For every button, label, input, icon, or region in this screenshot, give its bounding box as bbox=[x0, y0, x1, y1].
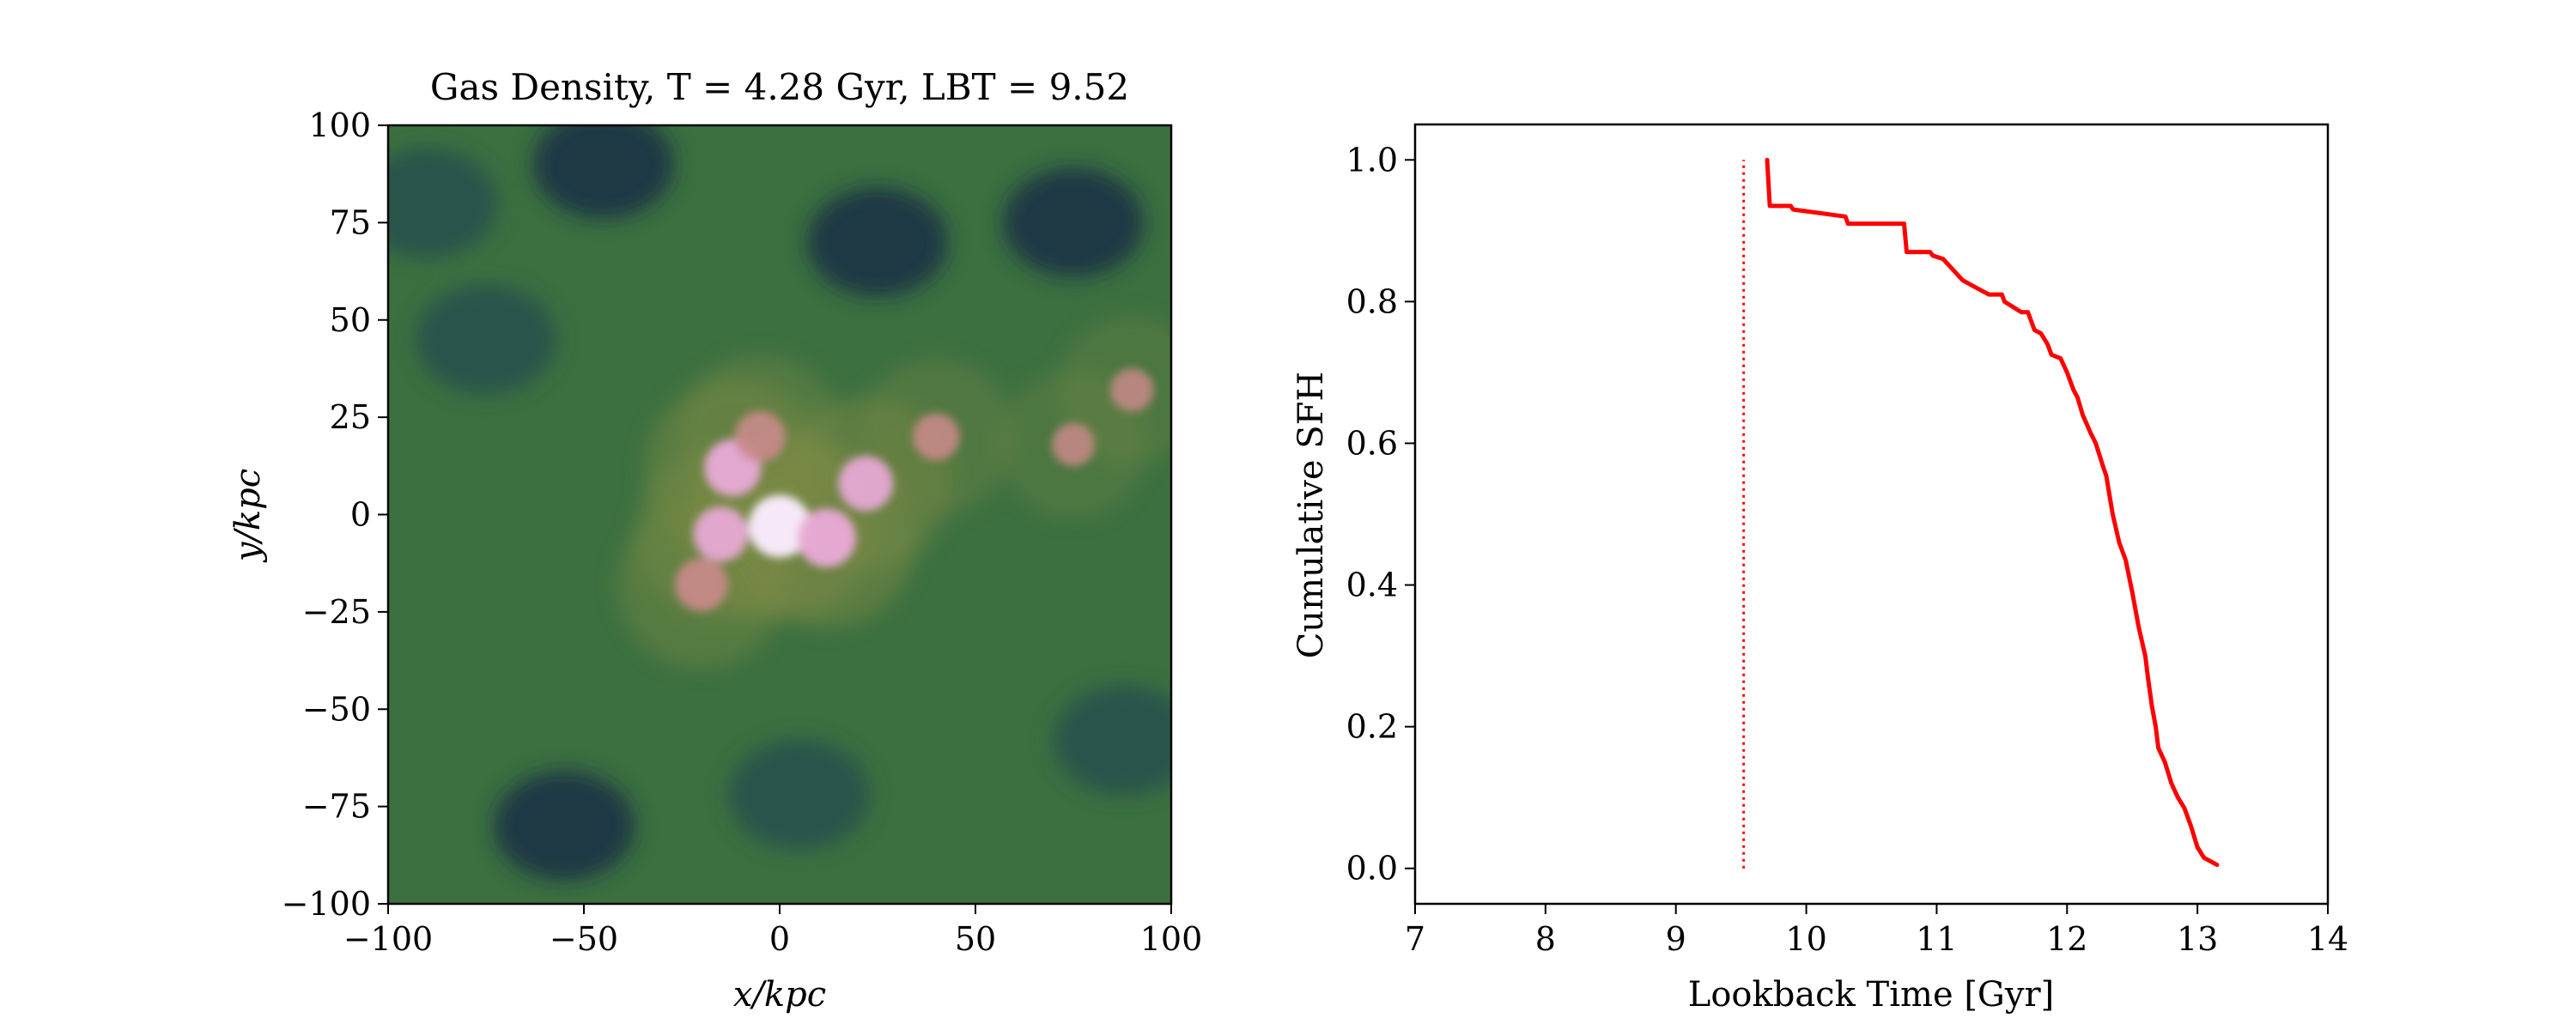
y-tick-label: −50 bbox=[302, 690, 371, 728]
x-tick-label: −100 bbox=[343, 920, 433, 958]
x-tick-label: 10 bbox=[1785, 920, 1826, 958]
low-density-void bbox=[388, 148, 498, 258]
heatmap-dense-regions bbox=[675, 368, 1154, 611]
low-density-void bbox=[532, 125, 674, 220]
y-tick-label: −100 bbox=[282, 885, 371, 923]
heatmap-x-ticks: −100 −50 0 50 100 bbox=[343, 904, 1202, 958]
x-tick-label: 7 bbox=[1405, 920, 1425, 958]
y-tick-label: −25 bbox=[302, 593, 371, 631]
heatmap-voids bbox=[388, 125, 1171, 882]
low-density-void bbox=[415, 284, 557, 395]
low-density-void bbox=[1002, 167, 1145, 278]
sfh-series bbox=[1765, 157, 2220, 868]
low-density-void bbox=[1054, 685, 1171, 796]
x-tick-label: 9 bbox=[1666, 920, 1686, 958]
heatmap-image bbox=[388, 125, 1171, 904]
y-tick-label: 0.4 bbox=[1346, 566, 1398, 604]
sfh-y-axis-label: Cumulative SFH bbox=[1291, 372, 1331, 659]
y-tick-label: 0.8 bbox=[1346, 282, 1398, 320]
x-tick-label: 0 bbox=[769, 920, 790, 958]
x-tick-label: 8 bbox=[1535, 920, 1556, 958]
y-tick-label: 0.6 bbox=[1346, 424, 1398, 462]
low-density-void bbox=[806, 187, 949, 297]
y-tick-label: 1.0 bbox=[1346, 141, 1398, 179]
sfh-y-ticks: 0.0 0.2 0.4 0.6 0.8 1.0 bbox=[1346, 141, 1415, 888]
dense-clump bbox=[797, 508, 856, 567]
x-tick-label: 11 bbox=[1916, 920, 1957, 958]
dense-clump bbox=[1110, 368, 1154, 412]
heatmap-y-ticks: −100 −75 −50 −25 0 25 50 75 100 bbox=[282, 106, 388, 923]
x-tick-label: 13 bbox=[2177, 920, 2218, 958]
x-tick-label: 12 bbox=[2046, 920, 2087, 958]
low-density-void bbox=[728, 740, 870, 850]
dense-clump bbox=[1051, 422, 1096, 466]
y-tick-label: 0.0 bbox=[1346, 850, 1398, 888]
heatmap-y-axis-label: y/kpc bbox=[228, 469, 268, 563]
dense-clump bbox=[838, 456, 894, 512]
y-tick-label: 25 bbox=[330, 398, 371, 436]
y-tick-label: 100 bbox=[308, 106, 371, 144]
dense-clump bbox=[693, 506, 749, 562]
heatmap-panel: −100 −50 0 50 100 −100 −75 −50 −25 0 25 50 75 100 Ga… bbox=[228, 66, 1202, 1015]
y-tick-label: 0.2 bbox=[1346, 708, 1398, 746]
dense-clump bbox=[748, 494, 811, 558]
y-tick-label: 50 bbox=[330, 301, 371, 339]
heatmap-x-axis-label: x/kpc bbox=[733, 975, 826, 1015]
x-tick-label: 100 bbox=[1140, 920, 1203, 958]
dense-clump bbox=[913, 413, 960, 461]
low-density-void bbox=[494, 771, 635, 882]
x-tick-label: 14 bbox=[2307, 920, 2348, 958]
sfh-panel: 7 8 9 10 11 12 13 14 0.0 0.2 0.4 0.6 0.8 1.0 Lookbac… bbox=[1291, 123, 2348, 1015]
y-tick-label: 0 bbox=[350, 496, 371, 534]
sfh-plot-area bbox=[1415, 124, 2328, 904]
x-tick-label: 50 bbox=[955, 920, 996, 958]
sfh-line bbox=[1765, 157, 2220, 868]
sfh-x-axis-label: Lookback Time [Gyr] bbox=[1688, 975, 2054, 1015]
y-tick-label: 75 bbox=[330, 203, 371, 241]
dense-clump bbox=[734, 411, 786, 463]
y-tick-label: −75 bbox=[302, 788, 371, 826]
heatmap-title: Gas Density, T = 4.28 Gyr, LBT = 9.52 bbox=[430, 66, 1129, 108]
sfh-x-ticks: 7 8 9 10 11 12 13 14 bbox=[1405, 904, 2348, 958]
dense-clump bbox=[675, 558, 728, 611]
sfh-frame bbox=[1413, 123, 2330, 906]
x-tick-label: −50 bbox=[550, 920, 618, 958]
